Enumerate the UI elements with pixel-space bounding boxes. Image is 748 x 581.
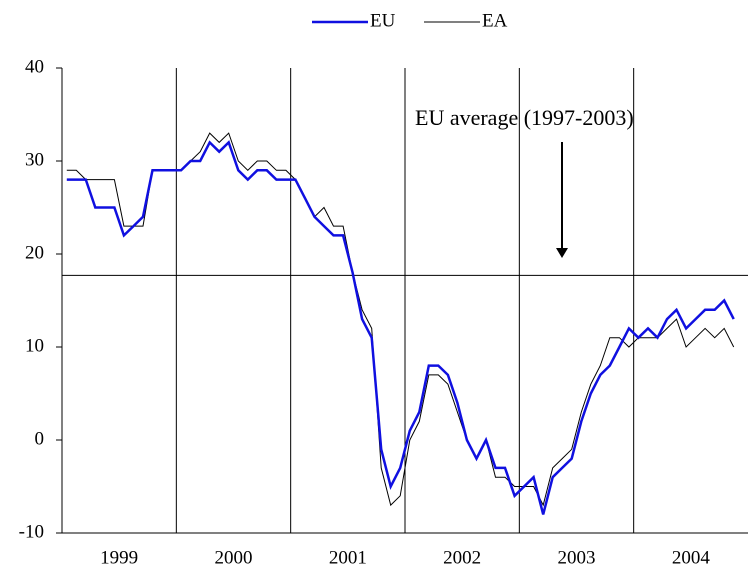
annotation-arrowhead (556, 248, 568, 258)
x-tick-label: 2001 (329, 547, 367, 568)
y-tick-label: -10 (19, 521, 44, 542)
x-tick-label: 2002 (443, 547, 481, 568)
line-0 (66, 140, 735, 515)
x-tick-label: 2003 (558, 547, 596, 568)
y-tick-label: 20 (25, 242, 44, 263)
legend-label: EA (482, 10, 508, 31)
y-tick-label: 30 (25, 149, 44, 170)
annotation: EU average (1997-2003) (415, 105, 634, 130)
y-tick-label: 10 (25, 335, 44, 356)
legend-label: EU (370, 10, 396, 31)
x-tick-label: 1999 (100, 547, 138, 568)
x-tick-label: 2000 (215, 547, 253, 568)
x-tick-label: 2004 (672, 547, 711, 568)
y-tick-label: 40 (25, 56, 44, 77)
y-tick-label: 0 (35, 428, 45, 449)
